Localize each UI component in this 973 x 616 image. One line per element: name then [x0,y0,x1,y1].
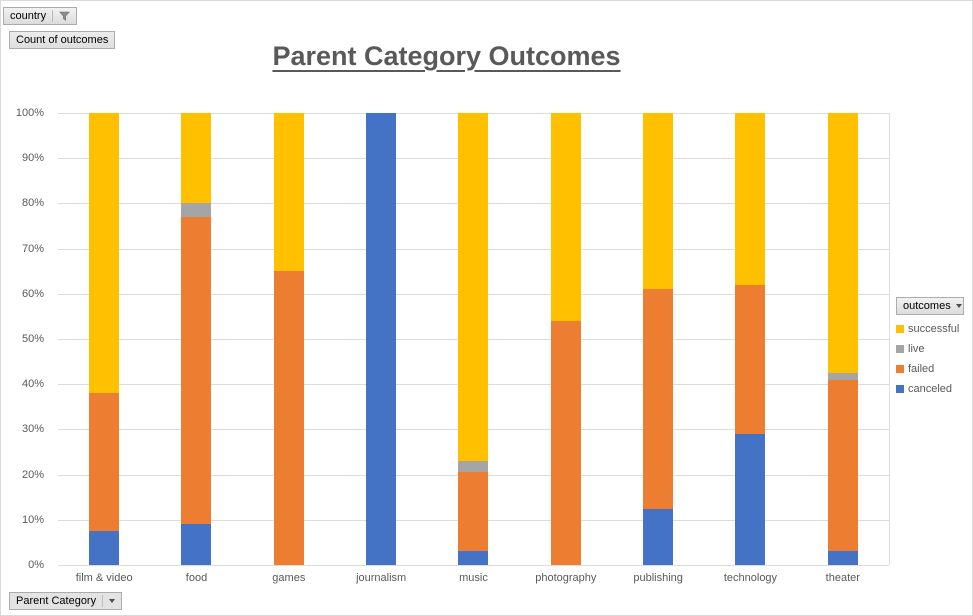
y-axis-tick-label: 100% [15,107,44,119]
bar-segment-successful[interactable] [181,113,212,204]
gridline [58,565,889,566]
legend-label: canceled [908,383,953,395]
x-axis-category-label: theater [825,572,860,584]
y-axis-tick-label: 0% [28,559,44,571]
legend-field-button[interactable]: outcomes [896,297,964,315]
y-axis-tick-label: 60% [21,287,44,300]
y-axis-tick-label: 90% [21,152,44,165]
axis-field-label: Parent Category [16,595,97,607]
legend-label: successful [908,323,960,335]
bar-segment-failed[interactable] [89,393,120,532]
x-axis: film & video food games journalism music phot… [58,572,889,584]
stacked-bar-technology [735,113,766,565]
x-axis-category-label: technology [723,572,778,584]
filter-funnel-icon [59,11,70,22]
stacked-bar-theater [827,113,858,565]
category-slot [335,113,427,565]
category-slot [243,113,335,565]
legend-item-failed: failed [896,359,971,379]
bar-segment-failed[interactable] [550,320,581,565]
bar-segment-canceled[interactable] [458,551,489,565]
bar-segment-successful[interactable] [89,113,120,394]
bar-segment-successful[interactable] [273,113,304,272]
x-axis-category-label: food [185,572,208,584]
category-slot [797,113,889,565]
button-separator [102,595,104,607]
axis-field-button[interactable]: Parent Category [9,592,123,610]
stacked-bar-music [458,113,489,565]
legend-label: live [908,343,925,355]
x-axis-category-label: photography [535,572,597,584]
y-axis-tick-label: 20% [21,468,44,481]
legend-swatch-canceled [896,385,904,393]
stacked-bar-games [273,113,304,565]
x-axis-category-label: film & video [75,572,133,584]
legend-swatch-live [896,345,904,353]
y-axis: 100% 90% 80% 70% 60% 50% 40% 30% 20% 10% 0% [1,107,50,571]
category-slot [150,113,242,565]
bar-segment-canceled[interactable] [181,524,212,565]
values-field-label: Count of outcomes [16,34,109,46]
legend-label: failed [908,363,935,375]
y-axis-tick-label: 70% [21,242,44,255]
bar-segment-failed[interactable] [735,284,766,434]
stacked-bar-publishing [643,113,674,565]
bar-segment-canceled[interactable] [735,433,766,565]
y-axis-tick-label: 80% [21,197,44,210]
dropdown-arrow-icon [955,304,962,308]
bar-segment-failed[interactable] [273,271,304,565]
bars-container [58,113,889,565]
legend: successful live failed canceled [896,319,971,399]
category-slot [427,113,519,565]
bar-segment-canceled[interactable] [366,113,397,565]
bar-segment-successful[interactable] [458,113,489,462]
y-axis-tick-label: 10% [21,513,44,526]
category-slot [520,113,612,565]
x-axis-category-label: games [272,572,306,584]
stacked-bar-film-video [89,113,120,565]
bar-segment-failed[interactable] [181,216,212,525]
bar-segment-successful[interactable] [827,113,858,373]
category-slot [704,113,796,565]
plot-area [58,113,890,566]
bar-segment-failed[interactable] [458,472,489,552]
y-axis-tick-label: 30% [21,423,44,436]
legend-swatch-successful [896,325,904,333]
y-axis-tick-label: 50% [21,333,44,345]
filter-field-label: country [10,10,47,22]
chart-title: Parent Category Outcomes [272,41,621,71]
bar-segment-successful[interactable] [735,113,766,285]
y-axis-tick-label: 40% [21,378,44,391]
category-slot [612,113,704,565]
stacked-bar-journalism [366,113,397,565]
legend-swatch-failed [896,365,904,373]
values-field-button[interactable]: Count of outcomes [9,31,116,49]
bar-segment-live[interactable] [827,372,858,380]
bar-segment-canceled[interactable] [643,508,674,565]
legend-item-successful: successful [896,319,971,339]
filter-field-button-country[interactable]: country [3,7,78,25]
bar-segment-failed[interactable] [643,289,674,509]
x-axis-category-label: publishing [633,572,683,584]
bar-segment-successful[interactable] [643,113,674,290]
bar-segment-canceled[interactable] [89,531,120,565]
x-axis-category-label: journalism [356,572,407,584]
legend-item-canceled: canceled [896,379,971,399]
dropdown-arrow-icon [109,599,116,603]
category-slot [58,113,150,565]
bar-segment-failed[interactable] [827,379,858,552]
x-axis-category-label: music [459,572,488,584]
bar-segment-live[interactable] [181,203,212,217]
legend-field-label: outcomes [903,300,951,312]
bar-segment-live[interactable] [458,461,489,473]
legend-item-live: live [896,339,971,359]
stacked-bar-photography [550,113,581,565]
stacked-bar-food [181,113,212,565]
button-separator [52,10,54,22]
bar-segment-canceled[interactable] [827,551,858,565]
bar-segment-successful[interactable] [550,113,581,321]
